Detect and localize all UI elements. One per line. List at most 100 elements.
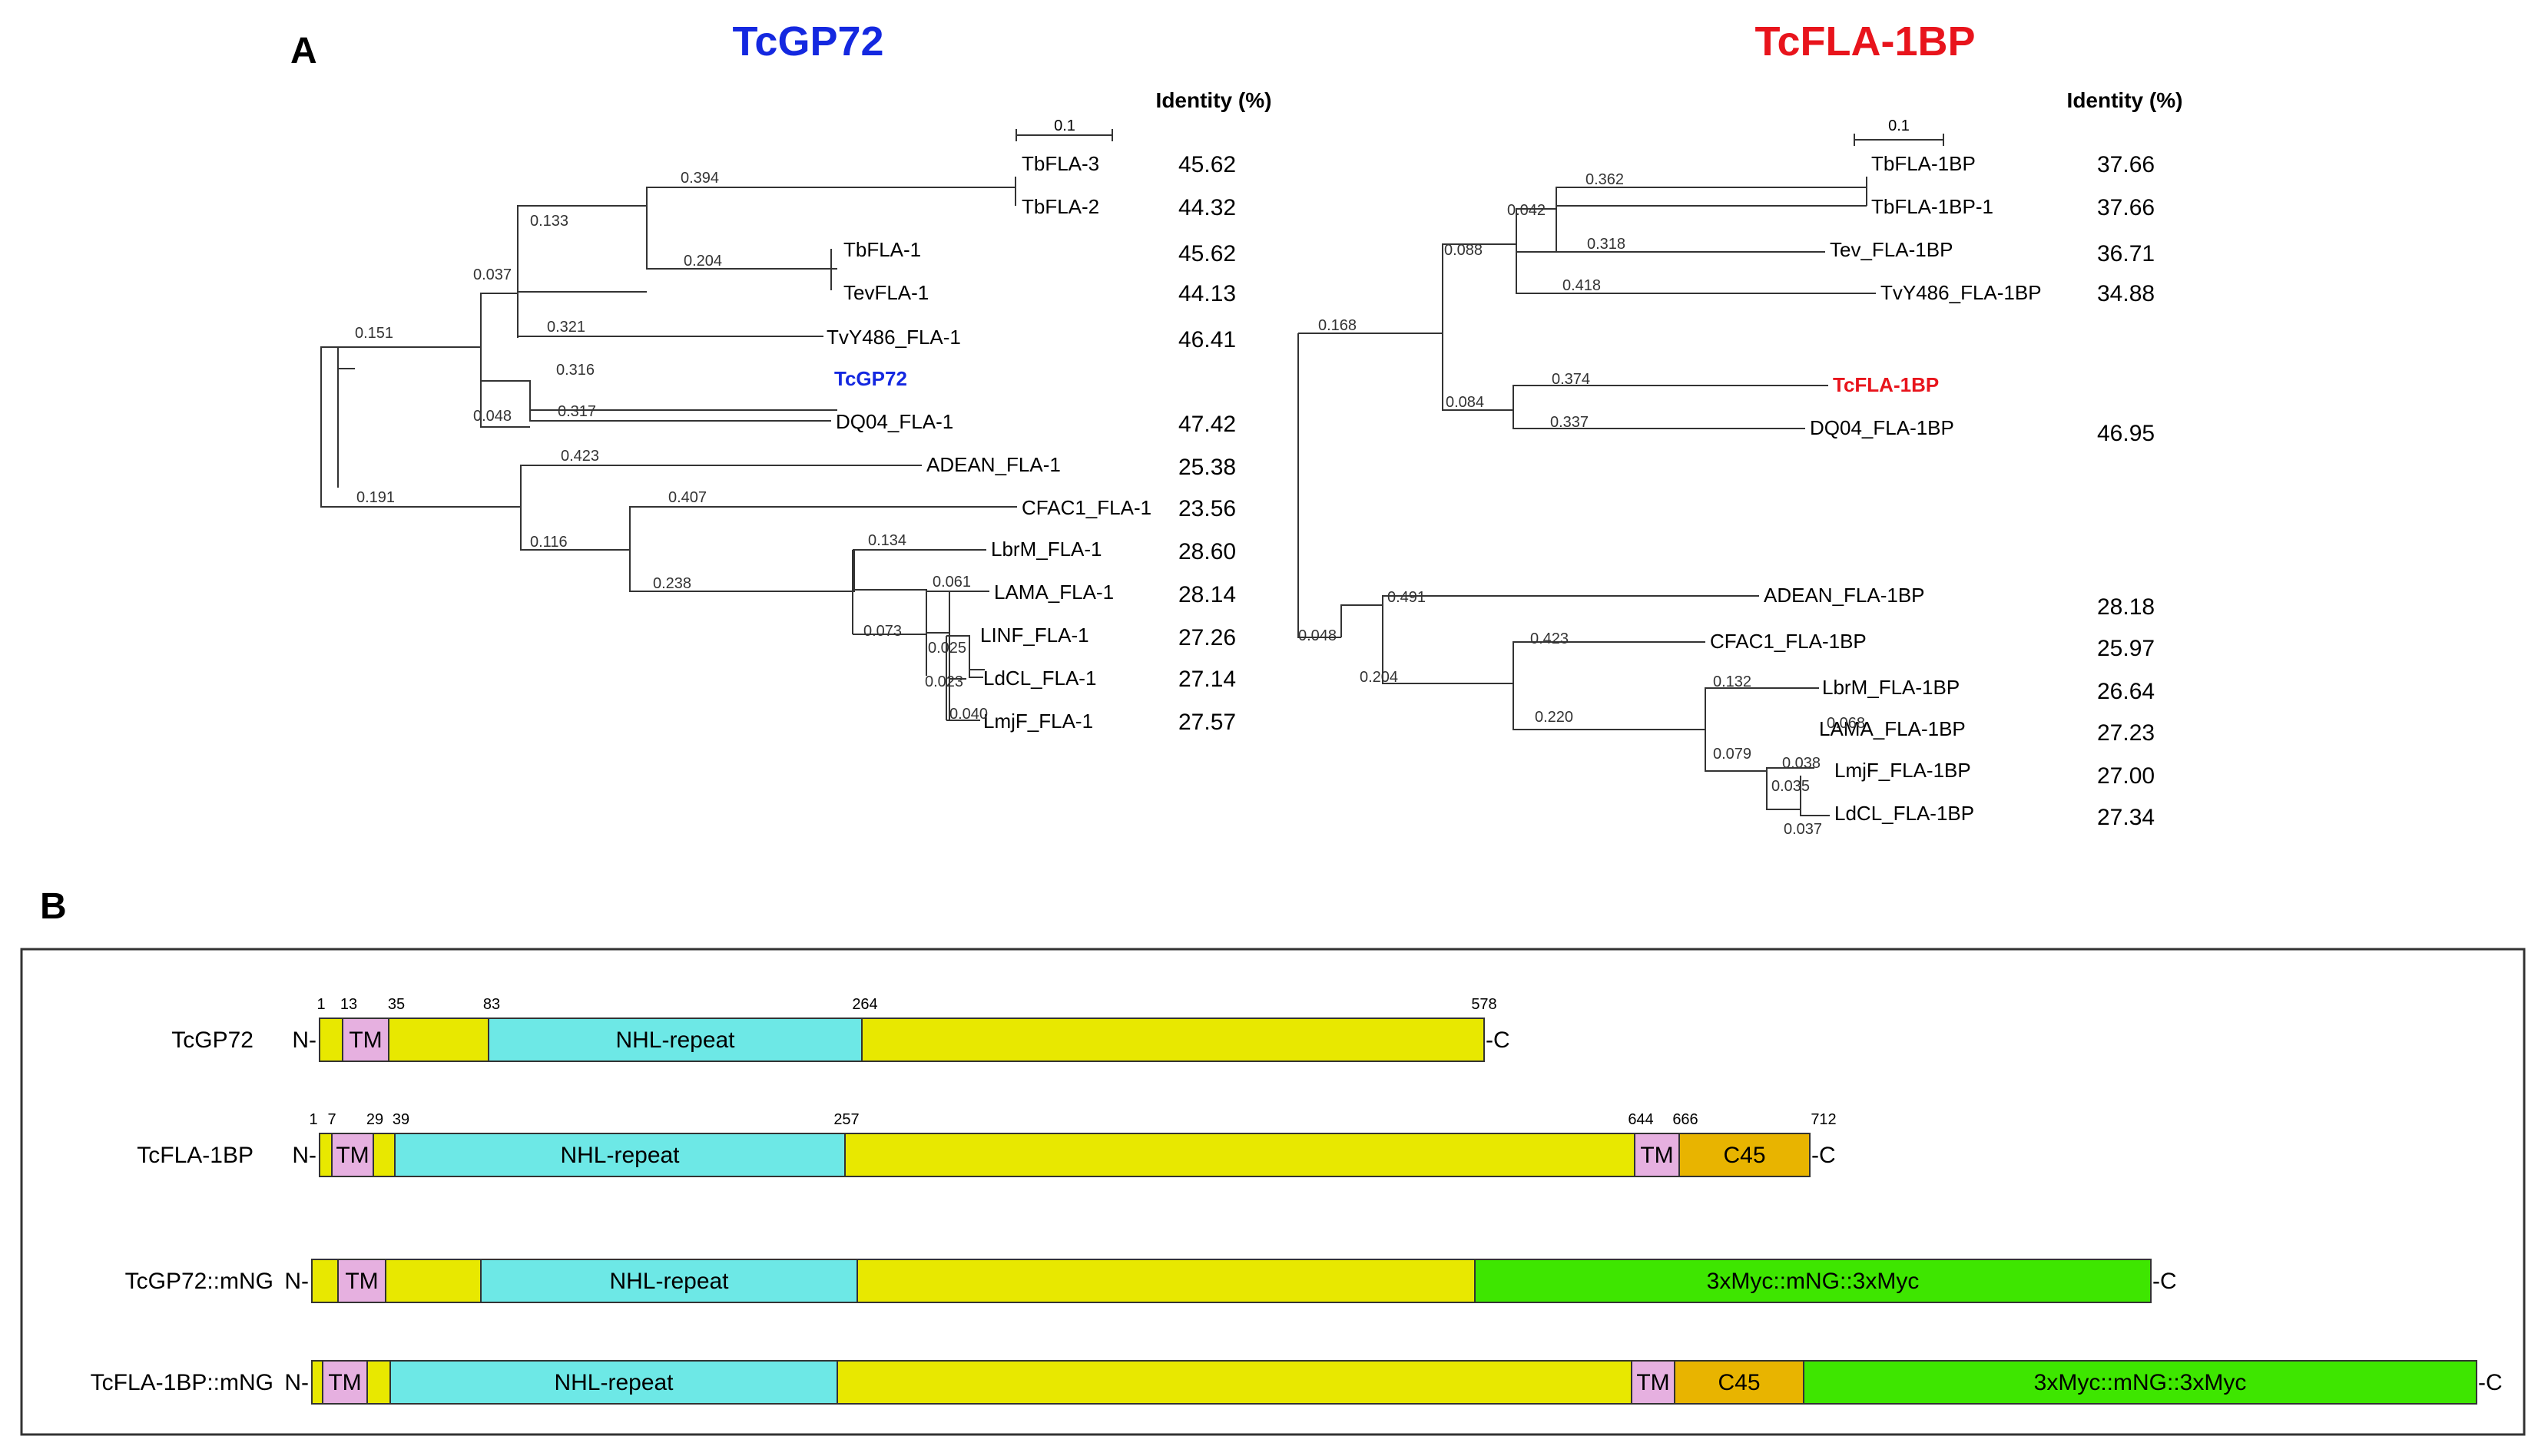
segment-label: C45 bbox=[1723, 1143, 1765, 1168]
leaf-label: LAMA_FLA-1BP bbox=[1819, 717, 1966, 740]
segment-plain bbox=[319, 1018, 343, 1062]
panel-b-frame bbox=[20, 948, 2526, 1436]
position-label: 39 bbox=[393, 1111, 409, 1128]
segment-plain bbox=[844, 1133, 1635, 1177]
segment-label: NHL-repeat bbox=[554, 1370, 674, 1395]
position-label: 29 bbox=[366, 1111, 383, 1128]
segment-nhl bbox=[394, 1133, 846, 1177]
branch-length: 0.073 bbox=[863, 623, 902, 640]
branch-length: 0.362 bbox=[1585, 171, 1624, 188]
leaf-label: TvY486_FLA-1 bbox=[827, 326, 961, 349]
branch-length: 0.025 bbox=[928, 640, 966, 657]
branch-length: 0.394 bbox=[681, 170, 719, 187]
segment-label: TM bbox=[1636, 1370, 1669, 1395]
segment-tm bbox=[1631, 1360, 1675, 1405]
left-scale-bar: 0.1 bbox=[1016, 117, 1113, 141]
leaf-label: LbrM_FLA-1BP bbox=[1822, 676, 1960, 699]
construct-4: TcFLA-1BP::mNG N- -C TM NHL-repeat TM C45 3xMyc… bbox=[91, 1360, 2503, 1405]
branch-length: 0.151 bbox=[355, 325, 393, 342]
c-terminal-label: -C bbox=[2152, 1269, 2177, 1294]
position-label: 83 bbox=[483, 996, 500, 1013]
identity-value: 36.71 bbox=[2097, 241, 2155, 266]
identity-value: 34.88 bbox=[2097, 281, 2155, 306]
leaf-label: Tev_FLA-1BP bbox=[1830, 238, 1953, 261]
right-scale-label: 0.1 bbox=[1888, 117, 1910, 134]
segment-plain bbox=[385, 1259, 482, 1303]
leaf-label: LmjF_FLA-1 bbox=[983, 710, 1093, 733]
leaf-label: LbrM_FLA-1 bbox=[991, 538, 1102, 561]
right-tree-title: TcFLA-1BP bbox=[1754, 18, 1975, 65]
construct-name: TcFLA-1BP::mNG bbox=[91, 1370, 273, 1395]
leaf-label: TbFLA-2 bbox=[1022, 195, 1099, 218]
segment-plain bbox=[861, 1018, 1485, 1062]
segment-nhl bbox=[389, 1360, 838, 1405]
position-label: 35 bbox=[388, 996, 405, 1013]
leaf-label: TbFLA-3 bbox=[1022, 152, 1099, 175]
panel-a-label: A bbox=[290, 31, 317, 71]
segment-label: NHL-repeat bbox=[609, 1269, 729, 1294]
left-tree-connectors bbox=[517, 177, 1016, 721]
right-tree-branches bbox=[1297, 177, 1876, 816]
construct-name: TcGP72::mNG bbox=[125, 1269, 273, 1294]
branch-length: 0.079 bbox=[1713, 746, 1751, 763]
segment-c45 bbox=[1678, 1133, 1811, 1177]
segment-plain bbox=[373, 1133, 396, 1177]
identity-value: 46.41 bbox=[1178, 327, 1236, 352]
identity-value: 46.95 bbox=[2097, 421, 2155, 446]
construct-2: TcFLA-1BP N- -C TM NHL-repeat TM C45 1 7 29 39 257 6… bbox=[137, 1111, 1837, 1177]
segment-plain bbox=[311, 1360, 323, 1405]
branch-length: 0.132 bbox=[1713, 673, 1751, 690]
branch-length: 0.168 bbox=[1318, 317, 1357, 334]
panel-b: B TcGP72 N- -C TM NHL-repeat 1 13 35 83 264 578 TcF… bbox=[20, 886, 2526, 1436]
leaf-label: TevFLA-1 bbox=[843, 281, 929, 304]
identity-value: 44.32 bbox=[1178, 195, 1236, 220]
segment-label: TM bbox=[328, 1370, 361, 1395]
left-scale-label: 0.1 bbox=[1054, 117, 1075, 134]
branch-length: 0.048 bbox=[1298, 627, 1337, 644]
segment-mng bbox=[1474, 1259, 2152, 1303]
segment-plain bbox=[837, 1360, 1632, 1405]
segment-nhl bbox=[488, 1018, 863, 1062]
n-terminal-label: N- bbox=[292, 1143, 316, 1168]
branch-length: 0.116 bbox=[530, 534, 568, 551]
identity-value: 23.56 bbox=[1178, 496, 1236, 521]
leaf-label-highlight: TcGP72 bbox=[834, 367, 907, 390]
leaf-label: LmjF_FLA-1BP bbox=[1834, 759, 1971, 782]
construct-name: TcFLA-1BP bbox=[137, 1143, 253, 1168]
segment-mng bbox=[1803, 1360, 2477, 1405]
segment-plain bbox=[388, 1018, 489, 1062]
position-label: 13 bbox=[340, 996, 357, 1013]
branch-length: 0.204 bbox=[1360, 669, 1398, 686]
leaf-label: CFAC1_FLA-1 bbox=[1022, 496, 1151, 519]
right-branch-lengths: 0.362 0.042 0.318 0.088 0.418 0.168 0.37… bbox=[1298, 171, 1865, 838]
branch-length: 0.423 bbox=[1530, 630, 1569, 647]
leaf-label: CFAC1_FLA-1BP bbox=[1710, 630, 1867, 653]
segment-label: C45 bbox=[1718, 1370, 1760, 1395]
segment-label: 3xMyc::mNG::3xMyc bbox=[2034, 1370, 2247, 1395]
branch-length: 0.317 bbox=[558, 403, 596, 420]
branch-length: 0.061 bbox=[933, 574, 971, 591]
right-identity-header: Identity (%) bbox=[2067, 88, 2183, 112]
construct-diagrams: TcGP72 N- -C TM NHL-repeat 1 13 35 83 264 578 TcFLA… bbox=[91, 996, 2503, 1405]
identity-value: 47.42 bbox=[1178, 412, 1236, 437]
identity-value: 27.57 bbox=[1178, 710, 1236, 735]
branch-length: 0.374 bbox=[1552, 371, 1590, 388]
position-label: 7 bbox=[327, 1111, 336, 1128]
identity-value: 25.97 bbox=[2097, 636, 2155, 661]
position-label: 264 bbox=[852, 996, 877, 1013]
identity-value: 25.38 bbox=[1178, 455, 1236, 480]
right-tree-leaf-labels: TbFLA-1BP TbFLA-1BP-1 Tev_FLA-1BP TvY486… bbox=[1710, 152, 2042, 825]
position-label: 1 bbox=[309, 1111, 317, 1128]
identity-value: 45.62 bbox=[1178, 241, 1236, 266]
branch-length: 0.042 bbox=[1507, 202, 1546, 219]
identity-value: 45.62 bbox=[1178, 152, 1236, 177]
n-terminal-label: N- bbox=[292, 1027, 316, 1053]
branch-length: 0.423 bbox=[561, 448, 599, 465]
right-scale-bar: 0.1 bbox=[1854, 117, 1944, 146]
left-tree-leaf-labels: TbFLA-3 TbFLA-2 TbFLA-1 TevFLA-1 TvY486_… bbox=[827, 152, 1151, 733]
leaf-label: TvY486_FLA-1BP bbox=[1880, 281, 2042, 304]
panel-b-label: B bbox=[40, 886, 67, 927]
leaf-label: LdCL_FLA-1BP bbox=[1834, 802, 1974, 825]
n-terminal-label: N- bbox=[284, 1370, 309, 1395]
